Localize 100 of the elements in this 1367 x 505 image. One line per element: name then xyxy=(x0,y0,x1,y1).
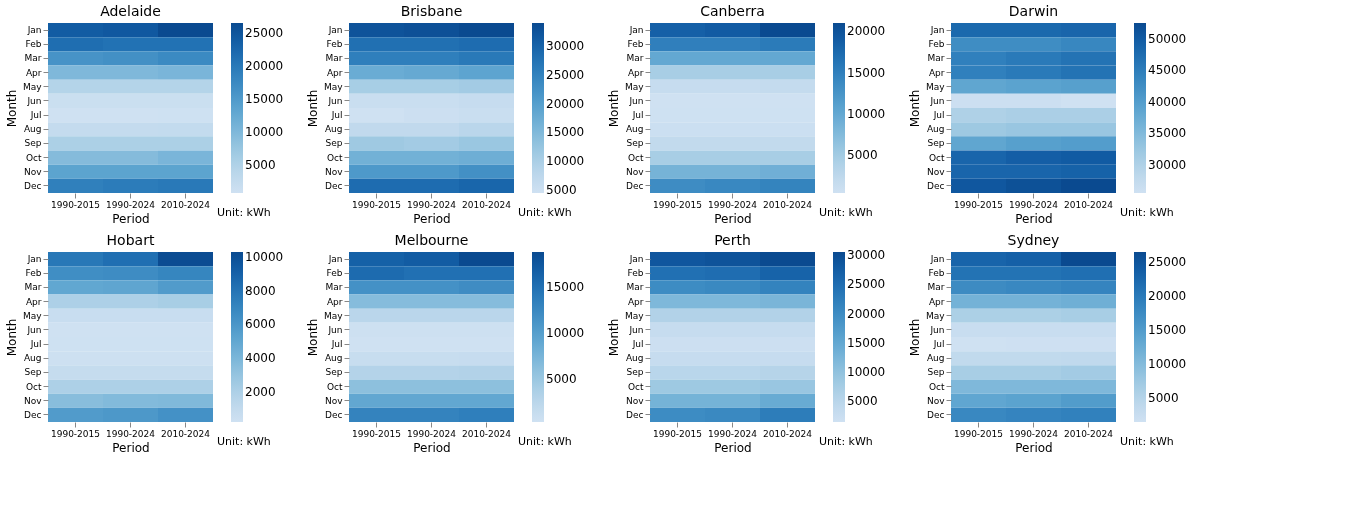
y-tick-label: Apr xyxy=(928,67,945,78)
y-tick-label: Feb xyxy=(627,39,644,50)
y-tick-label: Oct xyxy=(326,152,343,163)
color-bar-label: 15000 xyxy=(245,92,284,107)
color-bar-label: 50000 xyxy=(1148,31,1187,46)
x-tick-label: 2010-2024 xyxy=(1063,428,1114,439)
color-bar-label: 20000 xyxy=(847,306,886,321)
y-tick-label: Jun xyxy=(327,95,343,106)
y-tick-label: Nov xyxy=(926,395,946,406)
chart-title: Adelaide xyxy=(100,3,161,19)
y-tick-label: Sep xyxy=(927,367,945,378)
y-tick-label: Mar xyxy=(325,282,343,293)
x-tick-label: 1990-2024 xyxy=(1008,199,1059,210)
y-tick-label: Jan xyxy=(929,254,945,265)
y-tick-label: May xyxy=(624,310,645,321)
color-bar-label: 25000 xyxy=(1148,255,1187,270)
y-tick-label: Nov xyxy=(625,166,645,177)
x-tick-label: 1990-2024 xyxy=(707,428,758,439)
y-tick-label: Apr xyxy=(326,67,343,78)
color-bar-label: 40000 xyxy=(1148,94,1187,109)
x-tick-label: 1990-2015 xyxy=(652,199,703,210)
color-bar-label: 20000 xyxy=(546,96,585,111)
y-tick-label: Nov xyxy=(23,166,43,177)
y-tick-label: Jan xyxy=(327,254,343,265)
y-tick-label: Dec xyxy=(325,409,343,420)
y-tick-label: Jul xyxy=(932,110,945,121)
y-tick-label: Mar xyxy=(927,53,945,64)
y-axis-title: Month xyxy=(305,89,320,128)
y-axis-title: Month xyxy=(305,318,320,357)
y-tick-label: Jul xyxy=(29,339,42,350)
color-bar-label: 5000 xyxy=(546,371,577,386)
y-tick-label: Aug xyxy=(625,353,644,364)
y-axis-title: Month xyxy=(907,318,922,357)
y-tick-label: Mar xyxy=(927,282,945,293)
text: Unit: kWh xyxy=(819,206,873,219)
y-axis-title: Month xyxy=(4,89,19,128)
x-tick-label: 2010-2024 xyxy=(160,428,211,439)
color-bar-label: 20000 xyxy=(245,59,284,73)
y-axis-title: Month xyxy=(606,318,621,357)
x-tick-label: 1990-2015 xyxy=(652,428,703,439)
y-tick-label: Sep xyxy=(24,138,42,149)
y-tick-label: May xyxy=(323,310,344,321)
y-tick-label: Apr xyxy=(326,296,343,307)
color-bar-label: 8000 xyxy=(245,283,276,298)
color-bar-label: 15000 xyxy=(546,279,585,294)
x-tick-label: 1990-2015 xyxy=(351,428,402,439)
color-bar-label: 20000 xyxy=(847,24,886,39)
y-tick-label: Apr xyxy=(25,67,42,78)
text: Unit: kWh xyxy=(518,435,572,448)
y-tick-label: Feb xyxy=(928,268,945,279)
color-bar-label: 30000 xyxy=(847,247,886,262)
y-tick-label: May xyxy=(22,81,43,92)
y-tick-label: Oct xyxy=(627,152,644,163)
y-tick-label: Aug xyxy=(324,353,343,364)
y-tick-label: Jun xyxy=(628,324,644,335)
x-tick-label: 1990-2024 xyxy=(707,199,758,210)
y-tick-label: Dec xyxy=(24,180,42,191)
y-tick-label: Apr xyxy=(627,296,644,307)
color-bar-label: 25000 xyxy=(847,277,886,292)
y-tick-label: Dec xyxy=(626,180,644,191)
x-axis-title: Period xyxy=(112,440,150,455)
y-tick-label: Jan xyxy=(628,25,644,36)
y-tick-label: Jun xyxy=(628,95,644,106)
y-tick-label: Feb xyxy=(627,268,644,279)
x-tick-label: 1990-2015 xyxy=(953,428,1004,439)
y-tick-label: Sep xyxy=(325,367,343,378)
y-tick-label: Aug xyxy=(926,353,945,364)
x-axis-title: Period xyxy=(112,211,150,226)
color-bar-label: 10000 xyxy=(546,325,585,340)
y-axis-title: Month xyxy=(606,89,621,128)
y-tick-label: Sep xyxy=(325,138,343,149)
color-bar-label: 10000 xyxy=(245,125,284,140)
y-axis-title: Month xyxy=(907,89,922,128)
y-tick-label: Nov xyxy=(324,166,344,177)
y-tick-label: Jul xyxy=(29,110,42,121)
x-tick-label: 2010-2024 xyxy=(461,428,512,439)
text: Unit: kWh xyxy=(518,206,572,219)
x-tick-label: 1990-2015 xyxy=(50,428,101,439)
x-tick-label: 2010-2024 xyxy=(461,199,512,210)
color-bar-label: 15000 xyxy=(847,335,886,350)
x-tick-label: 2010-2024 xyxy=(1063,199,1114,210)
x-tick-label: 2010-2024 xyxy=(762,428,813,439)
x-axis-title: Period xyxy=(413,440,451,455)
y-tick-label: Dec xyxy=(24,409,42,420)
color-bar-label: 45000 xyxy=(1148,63,1187,78)
y-tick-label: Aug xyxy=(23,353,42,364)
chart-title: Canberra xyxy=(700,3,765,19)
y-tick-label: Mar xyxy=(626,53,644,64)
color-bar-label: 6000 xyxy=(245,317,276,332)
x-axis-title: Period xyxy=(1015,440,1053,455)
text: Unit: kWh xyxy=(1120,435,1174,448)
x-axis-title: Period xyxy=(413,211,451,226)
y-tick-label: Dec xyxy=(927,409,945,420)
chart-title: Hobart xyxy=(106,232,155,248)
y-tick-label: Jan xyxy=(628,254,644,265)
color-bar-label: 35000 xyxy=(1148,126,1187,141)
y-tick-label: Jul xyxy=(932,339,945,350)
color-bar-label: 2000 xyxy=(245,384,276,399)
x-tick-label: 1990-2024 xyxy=(406,199,457,210)
color-bar-label: 10000 xyxy=(546,154,585,169)
